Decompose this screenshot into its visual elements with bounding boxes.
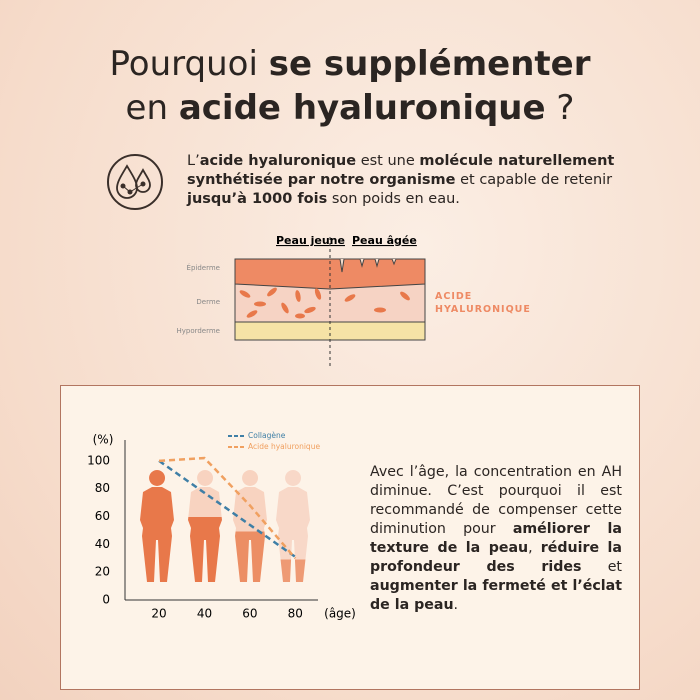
y-tick-label: 80 [95, 481, 110, 495]
title-bold: se supplémenter [268, 44, 591, 84]
intro: L’acide hyaluronique est une molécule na… [187, 152, 627, 209]
para-text: . [453, 597, 459, 613]
paragraph: Avec l’âge, la concentration en AH dimin… [370, 463, 622, 615]
skin-label: Peau âgée [352, 234, 417, 247]
title-bold: acide hyaluronique [178, 88, 546, 128]
y-tick-label: 100 [87, 453, 110, 467]
intro-bold: acide hyaluronique [199, 153, 357, 169]
molecule-icon [107, 154, 163, 210]
x-tick-label: 80 [288, 607, 303, 621]
para-bold: augmenter la fermeté et l’éclat de la pe… [370, 578, 622, 613]
legend-label: Acide hyaluronique [248, 442, 320, 451]
intro-bold: molécule naturellement synthétisée par n… [187, 153, 615, 188]
ha-label: ACIDE HYALURONIQUE [435, 291, 531, 315]
silhouettes [140, 470, 310, 582]
ha-label-box: ACIDE HYALURONIQUE [435, 291, 531, 315]
skin-label: Peau jeune [276, 234, 345, 247]
para-text: et [581, 559, 622, 575]
x-tick-label: 60 [242, 607, 257, 621]
legend-label: Collagène [248, 431, 286, 440]
x-axis-label: (âge) [324, 607, 356, 621]
y-tick-label: 60 [95, 509, 110, 523]
layer-label: Hyporderme [176, 327, 220, 335]
intro-text: L’ [187, 153, 200, 169]
y-tick-label: 40 [95, 537, 110, 551]
ha-particles [239, 287, 410, 319]
intro-bold: jusqu’à 1000 fois [187, 191, 328, 207]
para-text: Avec l’âge, la concentration en AH dimin… [370, 464, 622, 537]
para-bold: améliorer la texture de la peau [370, 521, 622, 556]
y-axis-label: (%) [93, 433, 114, 447]
x-tick-label: 40 [197, 607, 212, 621]
x-tick-label: 20 [151, 607, 166, 621]
title-line: Pourquoi se supplémenter [0, 44, 700, 84]
y-tick-label: 0 [102, 593, 110, 607]
para-bold: réduire la profondeur des rides [370, 540, 622, 575]
layer-label: Derme [196, 298, 220, 306]
intro-text: est une [356, 153, 420, 169]
layer-label: Épiderme [187, 263, 220, 272]
intro-text: son poids en eau. [327, 191, 460, 207]
line-series [158, 456, 297, 560]
skin-diagram: Peau jeune Peau âgée Épiderme Derme Hypo… [176, 234, 531, 367]
title-text: Pourquoi [109, 44, 269, 84]
intro-text: et capable de retenir [455, 172, 613, 188]
y-tick-label: 20 [95, 565, 110, 579]
wrinkles [339, 258, 397, 273]
para-text: , [528, 540, 541, 556]
line-series [158, 459, 297, 558]
title-line: en acide hyaluronique ? [0, 88, 700, 128]
title-text: ? [545, 88, 575, 128]
title-text: en [125, 88, 179, 128]
